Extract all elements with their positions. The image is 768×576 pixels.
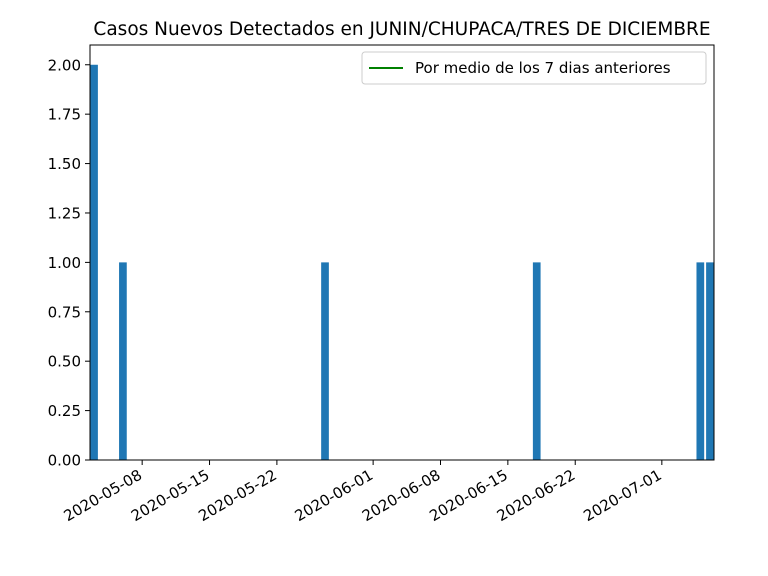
bar-2020-05-27 <box>321 262 329 460</box>
chart-title: Casos Nuevos Detectados en JUNIN/CHUPACA… <box>93 19 710 40</box>
y-tick-label: 2.00 <box>48 56 81 74</box>
y-tick-label: 0.50 <box>48 353 81 371</box>
bar-2020-07-06 <box>706 262 714 460</box>
bar-2020-07-05 <box>696 262 705 460</box>
y-tick-label: 1.75 <box>48 106 81 124</box>
bar-2020-06-18 <box>532 262 541 460</box>
y-tick-label: 0.75 <box>48 303 81 321</box>
plot-frame <box>89 44 715 461</box>
y-tick-label: 0.25 <box>48 402 81 420</box>
y-tick-label: 1.00 <box>48 254 81 272</box>
y-tick-label: 0.00 <box>48 452 81 470</box>
legend: Por medio de los 7 dias anteriores <box>361 51 707 85</box>
bars-group <box>90 64 714 460</box>
y-axis: 0.00 0.25 0.50 0.75 1.00 1.25 1.50 1.75 2.00 <box>48 56 90 470</box>
legend-box <box>361 51 707 85</box>
bar-2020-05-03 <box>90 64 98 460</box>
y-tick-label: 1.50 <box>48 155 81 173</box>
x-tick-label: 2020-07-01 <box>580 466 665 525</box>
y-tick-label: 1.25 <box>48 204 81 222</box>
legend-label: Por medio de los 7 dias anteriores <box>415 59 671 77</box>
bar-2020-05-06 <box>119 262 127 460</box>
